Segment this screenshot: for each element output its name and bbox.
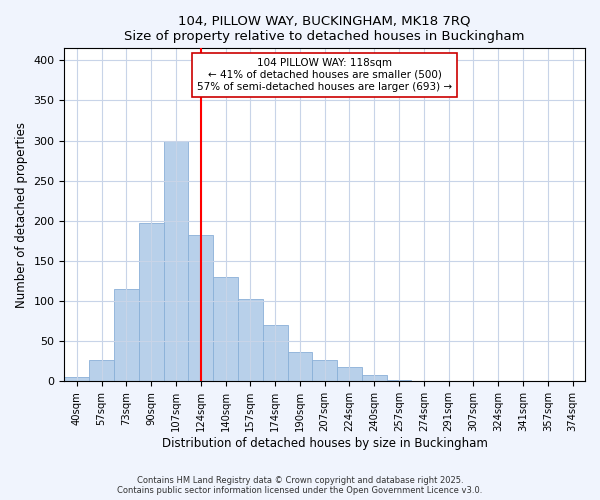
Text: 104 PILLOW WAY: 118sqm
← 41% of detached houses are smaller (500)
57% of semi-de: 104 PILLOW WAY: 118sqm ← 41% of detached… <box>197 58 452 92</box>
Text: Contains HM Land Registry data © Crown copyright and database right 2025.
Contai: Contains HM Land Registry data © Crown c… <box>118 476 482 495</box>
Bar <box>386 380 412 382</box>
Bar <box>238 300 263 382</box>
X-axis label: Distribution of detached houses by size in Buckingham: Distribution of detached houses by size … <box>162 437 488 450</box>
Bar <box>64 376 89 382</box>
Bar <box>263 325 287 382</box>
Bar <box>362 375 386 382</box>
Bar <box>164 140 188 382</box>
Bar <box>560 380 585 382</box>
Bar <box>188 234 213 382</box>
Bar <box>89 360 114 382</box>
Bar <box>213 277 238 382</box>
Bar <box>337 367 362 382</box>
Bar <box>139 224 164 382</box>
Bar <box>412 380 436 382</box>
Bar <box>114 289 139 382</box>
Title: 104, PILLOW WAY, BUCKINGHAM, MK18 7RQ
Size of property relative to detached hous: 104, PILLOW WAY, BUCKINGHAM, MK18 7RQ Si… <box>124 15 525 43</box>
Y-axis label: Number of detached properties: Number of detached properties <box>15 122 28 308</box>
Bar <box>287 352 313 382</box>
Bar <box>313 360 337 382</box>
